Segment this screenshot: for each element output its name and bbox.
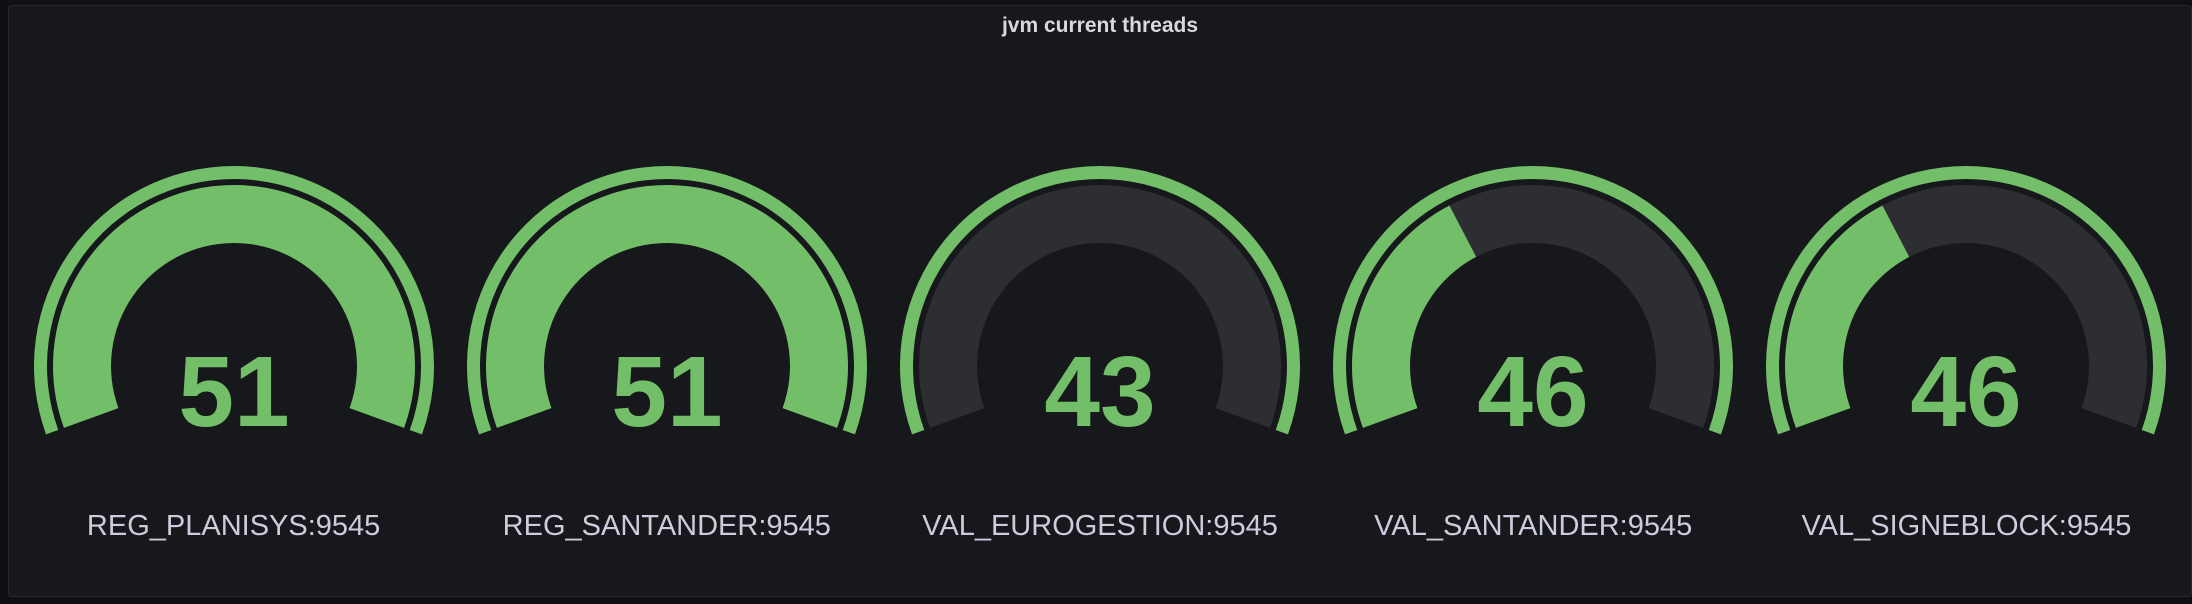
gauge-dial: 46	[1766, 166, 2167, 448]
gauge-label: VAL_EUROGESTION:9545	[922, 510, 1278, 542]
gauge-value-arc	[1785, 205, 1910, 428]
gauge-cell: 43 VAL_EUROGESTION:9545	[883, 166, 1316, 543]
gauge-cell: 46 VAL_SANTANDER:9545	[1317, 166, 1750, 543]
gauge-value-text: 43	[1044, 336, 1155, 448]
gauge-value-text: 51	[611, 336, 722, 448]
gauge-dial: 43	[900, 166, 1300, 448]
gauge-value-text: 46	[1478, 336, 1589, 448]
gauge-label: VAL_SANTANDER:9545	[1374, 510, 1693, 542]
gauge-dial: 51	[466, 166, 867, 448]
gauges-row: 51 REG_PLANISYS:9545 51 REG_SANTANDER:95…	[17, 166, 2183, 543]
gauge-value-text: 46	[1911, 336, 2022, 448]
gauge-value-arc	[52, 184, 415, 428]
gauge-label: VAL_SIGNEBLOCK:9545	[1801, 510, 2132, 542]
gauge-cell: 46 VAL_SIGNEBLOCK:9545	[1750, 166, 2183, 543]
gauge-panel: jvm current threads 51 REG_PLANISYS:9545…	[8, 5, 2192, 597]
gauge-value-arc	[1352, 205, 1477, 428]
gauge-dial: 51	[33, 166, 434, 448]
gauge-label: REG_SANTANDER:9545	[502, 510, 831, 542]
gauge-dial: 46	[1333, 166, 1734, 448]
gauge-label: REG_PLANISYS:9545	[86, 510, 381, 542]
gauge-cell: 51 REG_SANTANDER:9545	[450, 166, 883, 543]
gauge-cell: 51 REG_PLANISYS:9545	[17, 166, 450, 543]
gauge-value-text: 51	[178, 336, 289, 448]
gauge-value-arc	[485, 184, 848, 428]
panel-title[interactable]: jvm current threads	[1001, 14, 1199, 37]
gauge-track-arc	[919, 184, 1281, 428]
